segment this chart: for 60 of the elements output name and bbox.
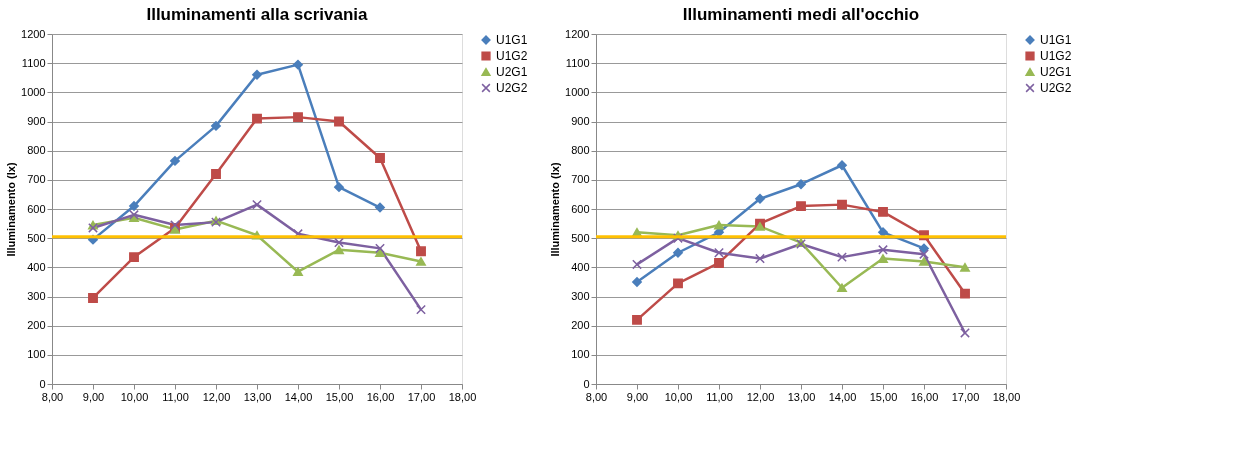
y-tick-label: 700 (27, 173, 46, 186)
y-tick-label: 100 (571, 348, 590, 361)
legend-label: U2G1 (1040, 65, 1072, 79)
x-tick-label: 14,00 (284, 390, 313, 403)
x-tick-label: 17,00 (407, 390, 436, 403)
y-tick-label: 100 (27, 348, 46, 361)
x-tick-label: 18,00 (448, 390, 477, 403)
y-tick-label: 1200 (565, 27, 590, 40)
x-tick-label: 10,00 (664, 390, 693, 403)
x-tick-label: 15,00 (325, 390, 354, 403)
legend-label: U1G2 (496, 49, 528, 63)
y-tick-label: 1000 (565, 85, 590, 98)
x-tick-label: 16,00 (910, 390, 939, 403)
x-tick-label: 17,00 (951, 390, 980, 403)
y-tick-label: 400 (571, 260, 590, 273)
legend-label: U2G2 (1040, 81, 1072, 95)
chart-title: Illuminamenti medi all'occhio (682, 5, 920, 24)
y-tick-label: 900 (571, 115, 590, 127)
y-tick-label: 600 (27, 202, 46, 215)
y-tick-label: 300 (27, 290, 46, 302)
x-tick-label: 9,00 (82, 390, 105, 403)
x-tick-label: 18,00 (992, 390, 1021, 403)
x-tick-label: 14,00 (828, 390, 857, 403)
x-tick-label: 15,00 (869, 390, 898, 403)
y-tick-label: 800 (27, 144, 46, 157)
x-tick-label: 11,00 (162, 390, 189, 403)
y-tick-label: 400 (27, 260, 46, 273)
x-tick-label: 10,00 (120, 390, 149, 403)
x-tick-label: 8,00 (41, 390, 64, 403)
y-axis-title: Illuminamento (lx) (5, 162, 18, 257)
legend-label: U1G2 (1040, 49, 1072, 63)
y-tick-label: 200 (27, 319, 46, 332)
x-tick-label: 9,00 (626, 390, 649, 403)
y-tick-label: 1200 (21, 27, 46, 40)
x-tick-label: 8,00 (585, 390, 608, 403)
legend-label: U1G1 (496, 33, 528, 47)
legend-label: U2G2 (496, 81, 528, 95)
y-tick-label: 700 (571, 173, 590, 186)
legend-label: U2G1 (496, 65, 528, 79)
x-tick-label: 16,00 (366, 390, 395, 403)
y-tick-label: 300 (571, 290, 590, 302)
x-tick-label: 13,00 (243, 390, 272, 403)
y-tick-label: 0 (583, 377, 590, 390)
y-tick-label: 500 (571, 231, 590, 244)
x-tick-label: 11,00 (706, 390, 733, 403)
y-tick-label: 0 (39, 377, 46, 390)
x-tick-label: 12,00 (746, 390, 775, 403)
y-tick-label: 1000 (21, 85, 46, 98)
y-tick-label: 1100 (21, 56, 46, 69)
y-tick-label: 1100 (565, 56, 590, 69)
y-tick-label: 900 (27, 115, 46, 127)
x-tick-label: 12,00 (202, 390, 231, 403)
y-tick-label: 200 (571, 319, 590, 332)
legend-label: U1G1 (1040, 33, 1072, 47)
y-axis-title: Illuminamento (lx) (549, 162, 562, 257)
y-tick-label: 500 (27, 231, 46, 244)
y-tick-label: 600 (571, 202, 590, 215)
y-tick-label: 800 (571, 144, 590, 157)
x-tick-label: 13,00 (787, 390, 816, 403)
chart-title: Illuminamenti alla scrivania (146, 5, 369, 24)
